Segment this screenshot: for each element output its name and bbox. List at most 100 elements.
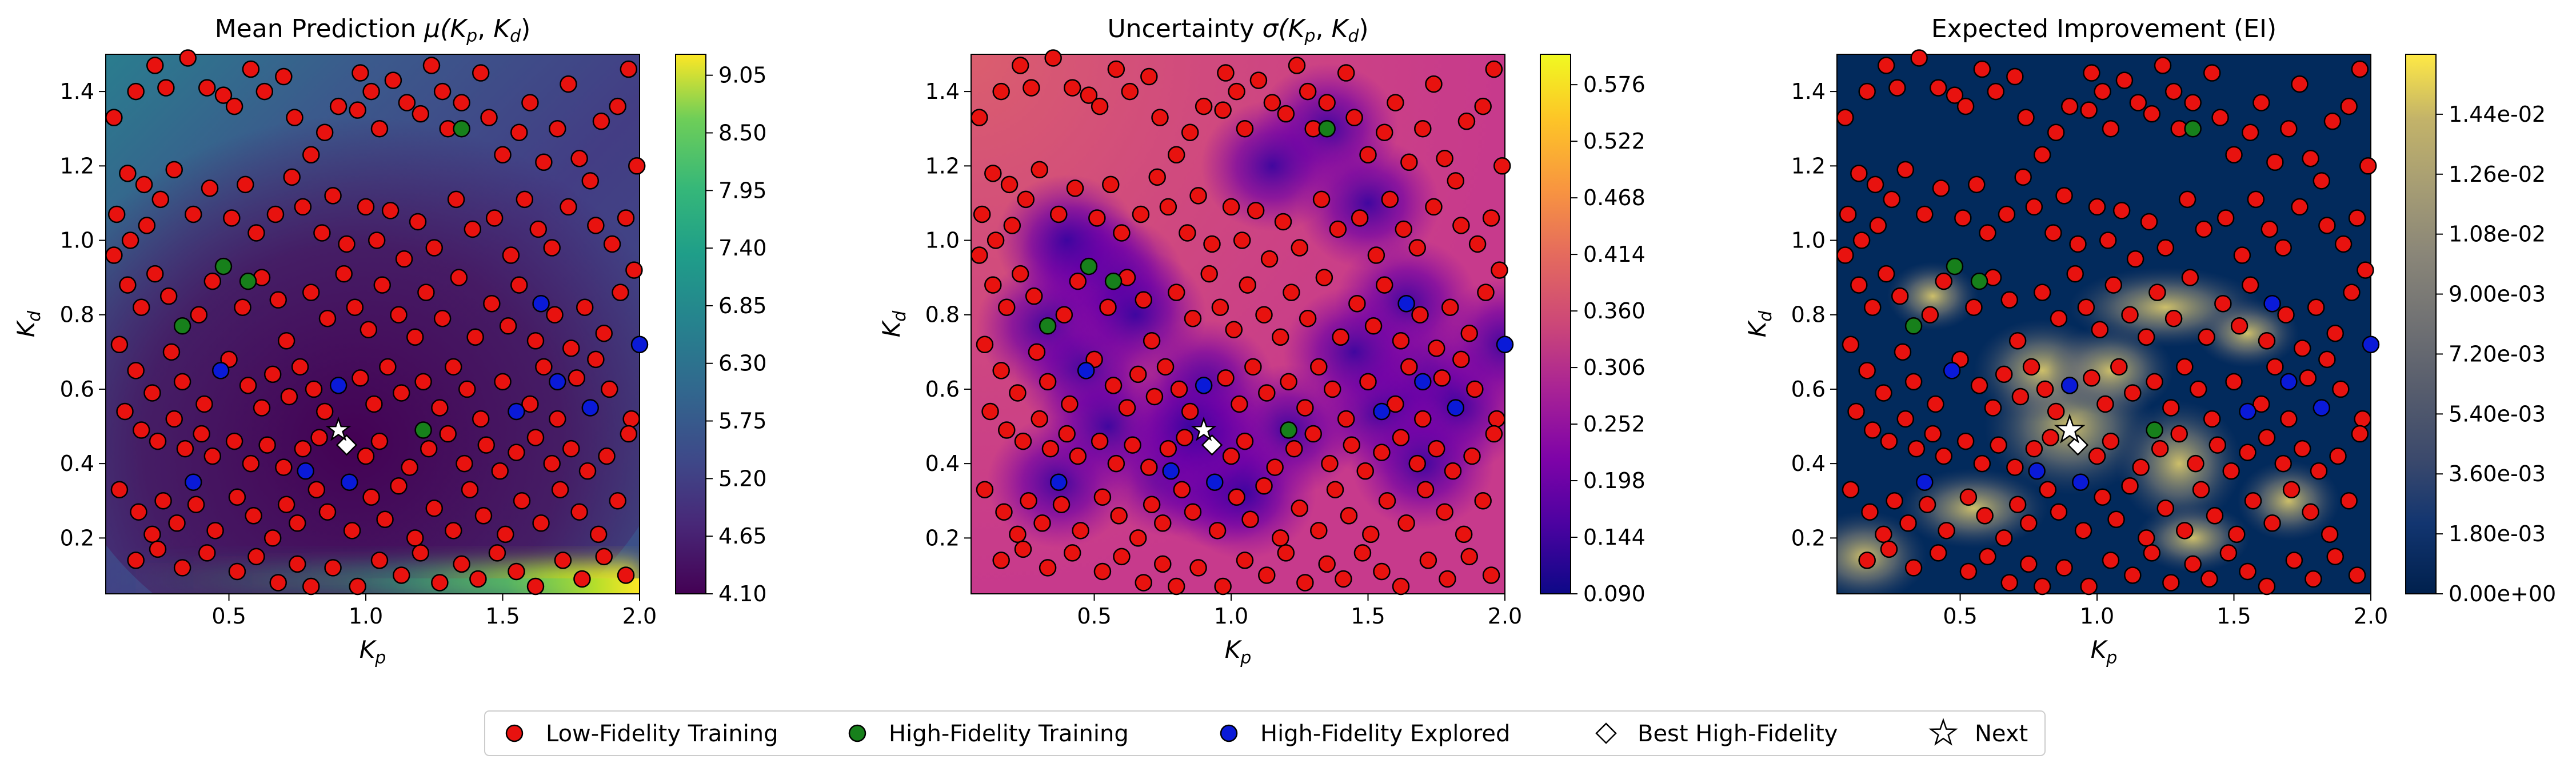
legend: Low-Fidelity Training High-Fidelity Train… <box>484 710 2046 756</box>
low-fidelity-training-point <box>1416 481 1435 498</box>
colorbar-tick-label: 5.75 <box>718 409 767 434</box>
low-fidelity-training-point <box>127 552 145 569</box>
low-fidelity-training-point <box>2104 276 2123 294</box>
low-fidelity-training-point <box>2140 213 2158 231</box>
low-fidelity-training-point <box>570 150 588 167</box>
low-fidelity-training-point <box>485 209 504 227</box>
low-fidelity-training-point <box>1359 373 1377 391</box>
y-tick-label: 0.8 <box>1791 302 1826 327</box>
low-fidelity-training-point <box>1107 60 1125 78</box>
low-fidelity-training-point <box>2299 369 2317 387</box>
low-fidelity-training-point <box>2200 570 2218 588</box>
low-fidelity-training-point <box>179 49 197 67</box>
low-fidelity-training-point <box>398 94 416 111</box>
colorbar-tick-label: 1.26e-02 <box>2449 162 2546 187</box>
low-fidelity-training-point <box>2239 444 2257 461</box>
low-fidelity-training-point <box>1148 168 1166 186</box>
high-fidelity-training-point <box>453 119 470 138</box>
low-fidelity-training-point <box>1340 507 1358 525</box>
low-fidelity-training-point <box>2348 209 2366 227</box>
low-fidelity-training-point <box>2025 440 2043 458</box>
next-point <box>325 416 352 441</box>
low-fidelity-training-point <box>532 514 550 532</box>
low-fidelity-training-point <box>1274 213 1292 231</box>
low-fidelity-training-point <box>971 109 988 126</box>
low-fidelity-training-point <box>1023 79 1040 97</box>
low-fidelity-training-point <box>2285 552 2303 569</box>
low-fidelity-training-point <box>1299 82 1317 101</box>
high-fidelity-training-point <box>1318 119 1336 138</box>
low-fidelity-training-point <box>1973 60 1991 78</box>
low-fidelity-training-point <box>1395 220 1413 238</box>
low-fidelity-training-point <box>2044 224 2062 242</box>
y-tick-label: 1.2 <box>925 153 960 178</box>
low-fidelity-training-point <box>1200 265 1218 283</box>
low-fidelity-training-point <box>1214 577 1232 596</box>
low-fidelity-training-point <box>2006 458 2024 476</box>
low-fidelity-training-point <box>1452 350 1470 369</box>
low-fidelity-training-point <box>2219 544 2238 562</box>
high-fidelity-explored-point <box>329 377 348 394</box>
colorbar-uncertainty: 0.090 0.144 0.198 0.252 0.306 0.360 0.414 0.468… <box>1540 54 1646 606</box>
colorbar-tick-label: 8.50 <box>718 120 767 145</box>
low-fidelity-training-point <box>494 146 512 164</box>
low-fidelity-training-point <box>2318 350 2336 369</box>
y-axis-label: Kd <box>877 310 910 338</box>
low-fidelity-training-point <box>242 60 260 78</box>
low-fidelity-training-point <box>1228 82 1245 101</box>
low-fidelity-training-point <box>352 369 369 387</box>
low-fidelity-training-point <box>1099 298 1117 316</box>
low-fidelity-training-point <box>447 190 465 209</box>
low-fidelity-training-point <box>587 350 605 369</box>
low-fidelity-training-point <box>315 402 334 421</box>
low-fidelity-training-point <box>2047 402 2065 421</box>
low-fidelity-training-point <box>1124 436 1141 454</box>
low-fidelity-training-point <box>2176 522 2194 540</box>
colorbar-tick-label: 7.95 <box>718 178 767 203</box>
low-fidelity-training-point <box>581 172 600 190</box>
low-fidelity-training-point <box>1222 198 1240 216</box>
low-fidelity-training-point <box>1031 161 1048 179</box>
low-fidelity-training-point <box>551 481 569 498</box>
low-fidelity-training-point <box>529 220 548 238</box>
low-fidelity-training-point <box>119 165 137 182</box>
panel-expected-improvement: Expected Improvement (EI) 0.5 1.0 1.5 2.0 Kp… <box>1743 14 2556 668</box>
low-fidelity-training-point <box>1304 425 1322 443</box>
low-fidelity-training-point <box>379 358 397 376</box>
low-fidelity-training-point <box>1866 175 1884 194</box>
low-fidelity-training-point <box>1916 205 1934 223</box>
low-fidelity-training-point <box>2247 190 2265 209</box>
low-fidelity-training-point <box>2006 67 2024 86</box>
low-fidelity-training-point <box>275 458 293 476</box>
low-fidelity-training-point <box>422 57 441 74</box>
high-fidelity-explored-point <box>1943 362 1961 379</box>
x-tick-label: 1.5 <box>485 604 520 629</box>
y-tick-label: 0.2 <box>925 525 960 550</box>
low-fidelity-training-point <box>1000 175 1019 194</box>
low-fidelity-training-point <box>1167 283 1185 301</box>
low-fidelity-training-point <box>1156 358 1175 376</box>
high-fidelity-training-point <box>1280 421 1297 439</box>
low-fidelity-training-point <box>310 429 328 446</box>
y-tick-label: 1.2 <box>60 153 94 178</box>
best-high-fidelity-point <box>1201 434 1223 456</box>
colorbar-tick-label: 3.60e-03 <box>2449 461 2546 486</box>
low-fidelity-training-point <box>1167 577 1185 596</box>
low-fidelity-training-point <box>2083 369 2100 387</box>
low-fidelity-training-point <box>992 552 1010 569</box>
low-fidelity-training-point <box>149 540 167 558</box>
low-fidelity-training-point <box>2354 410 2371 428</box>
low-fidelity-training-point <box>343 522 361 540</box>
x-tick-label: 1.0 <box>1214 604 1248 629</box>
low-fidelity-training-point <box>2036 380 2054 398</box>
low-fidelity-training-point <box>2203 410 2221 428</box>
low-fidelity-training-point <box>472 64 490 82</box>
low-fidelity-training-point <box>1244 358 1262 376</box>
low-fidelity-training-point <box>349 577 366 596</box>
low-fidelity-training-point <box>393 384 410 402</box>
low-fidelity-training-point <box>2266 358 2284 376</box>
low-fidelity-training-point <box>1129 365 1147 383</box>
high-fidelity-explored-point <box>2313 399 2331 417</box>
low-fidelity-training-point <box>1433 369 1451 387</box>
